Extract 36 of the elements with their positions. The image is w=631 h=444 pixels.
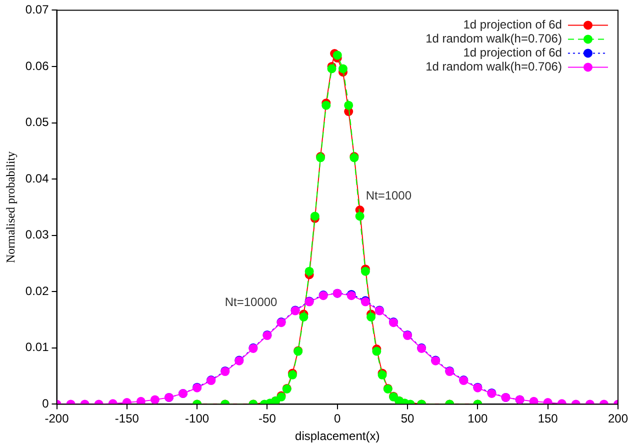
annotation: Nt=1000 [366,188,412,203]
annotation: Nt=10000 [224,294,278,309]
point [366,312,376,322]
y-tick-label: 0.04 [25,171,50,186]
y-tick-label: 0.05 [25,115,50,130]
point [344,100,354,110]
point [332,50,342,60]
x-tick-label: 100 [468,412,488,426]
x-tick-label: 200 [608,412,628,426]
x-tick-label: -100 [185,412,210,426]
x-tick-label: -200 [44,412,70,426]
legend-label: 1d projection of 6d [463,46,562,60]
y-tick-label: 0.03 [25,228,50,242]
x-tick-label: 50 [400,412,415,426]
x-axis-title: displacement(x) [295,429,380,444]
y-tick-label: 0.01 [25,340,50,354]
point [529,396,538,404]
y-tick-label: 0.07 [25,2,50,17]
x-tick-label: 0 [334,412,342,426]
point [150,395,160,404]
legend-label: 1d projection of 6d [463,18,562,32]
point [299,312,308,322]
x-tick-label: -150 [114,412,140,426]
point [355,212,364,221]
y-tick-label: 0 [42,396,50,411]
legend-label: 1d random walk(h=0.706) [426,32,562,46]
legend-label: 1d random walk(h=0.706) [426,60,562,74]
y-tick-label: 0.06 [25,58,50,73]
point [327,64,336,74]
point [338,64,348,74]
y-axis-title: Normalised probability [3,151,18,264]
y-tick-label: 0.02 [25,284,50,298]
x-tick-label: -50 [258,412,276,426]
point [136,396,146,404]
x-tick-label: 150 [538,412,558,426]
point [304,266,314,276]
